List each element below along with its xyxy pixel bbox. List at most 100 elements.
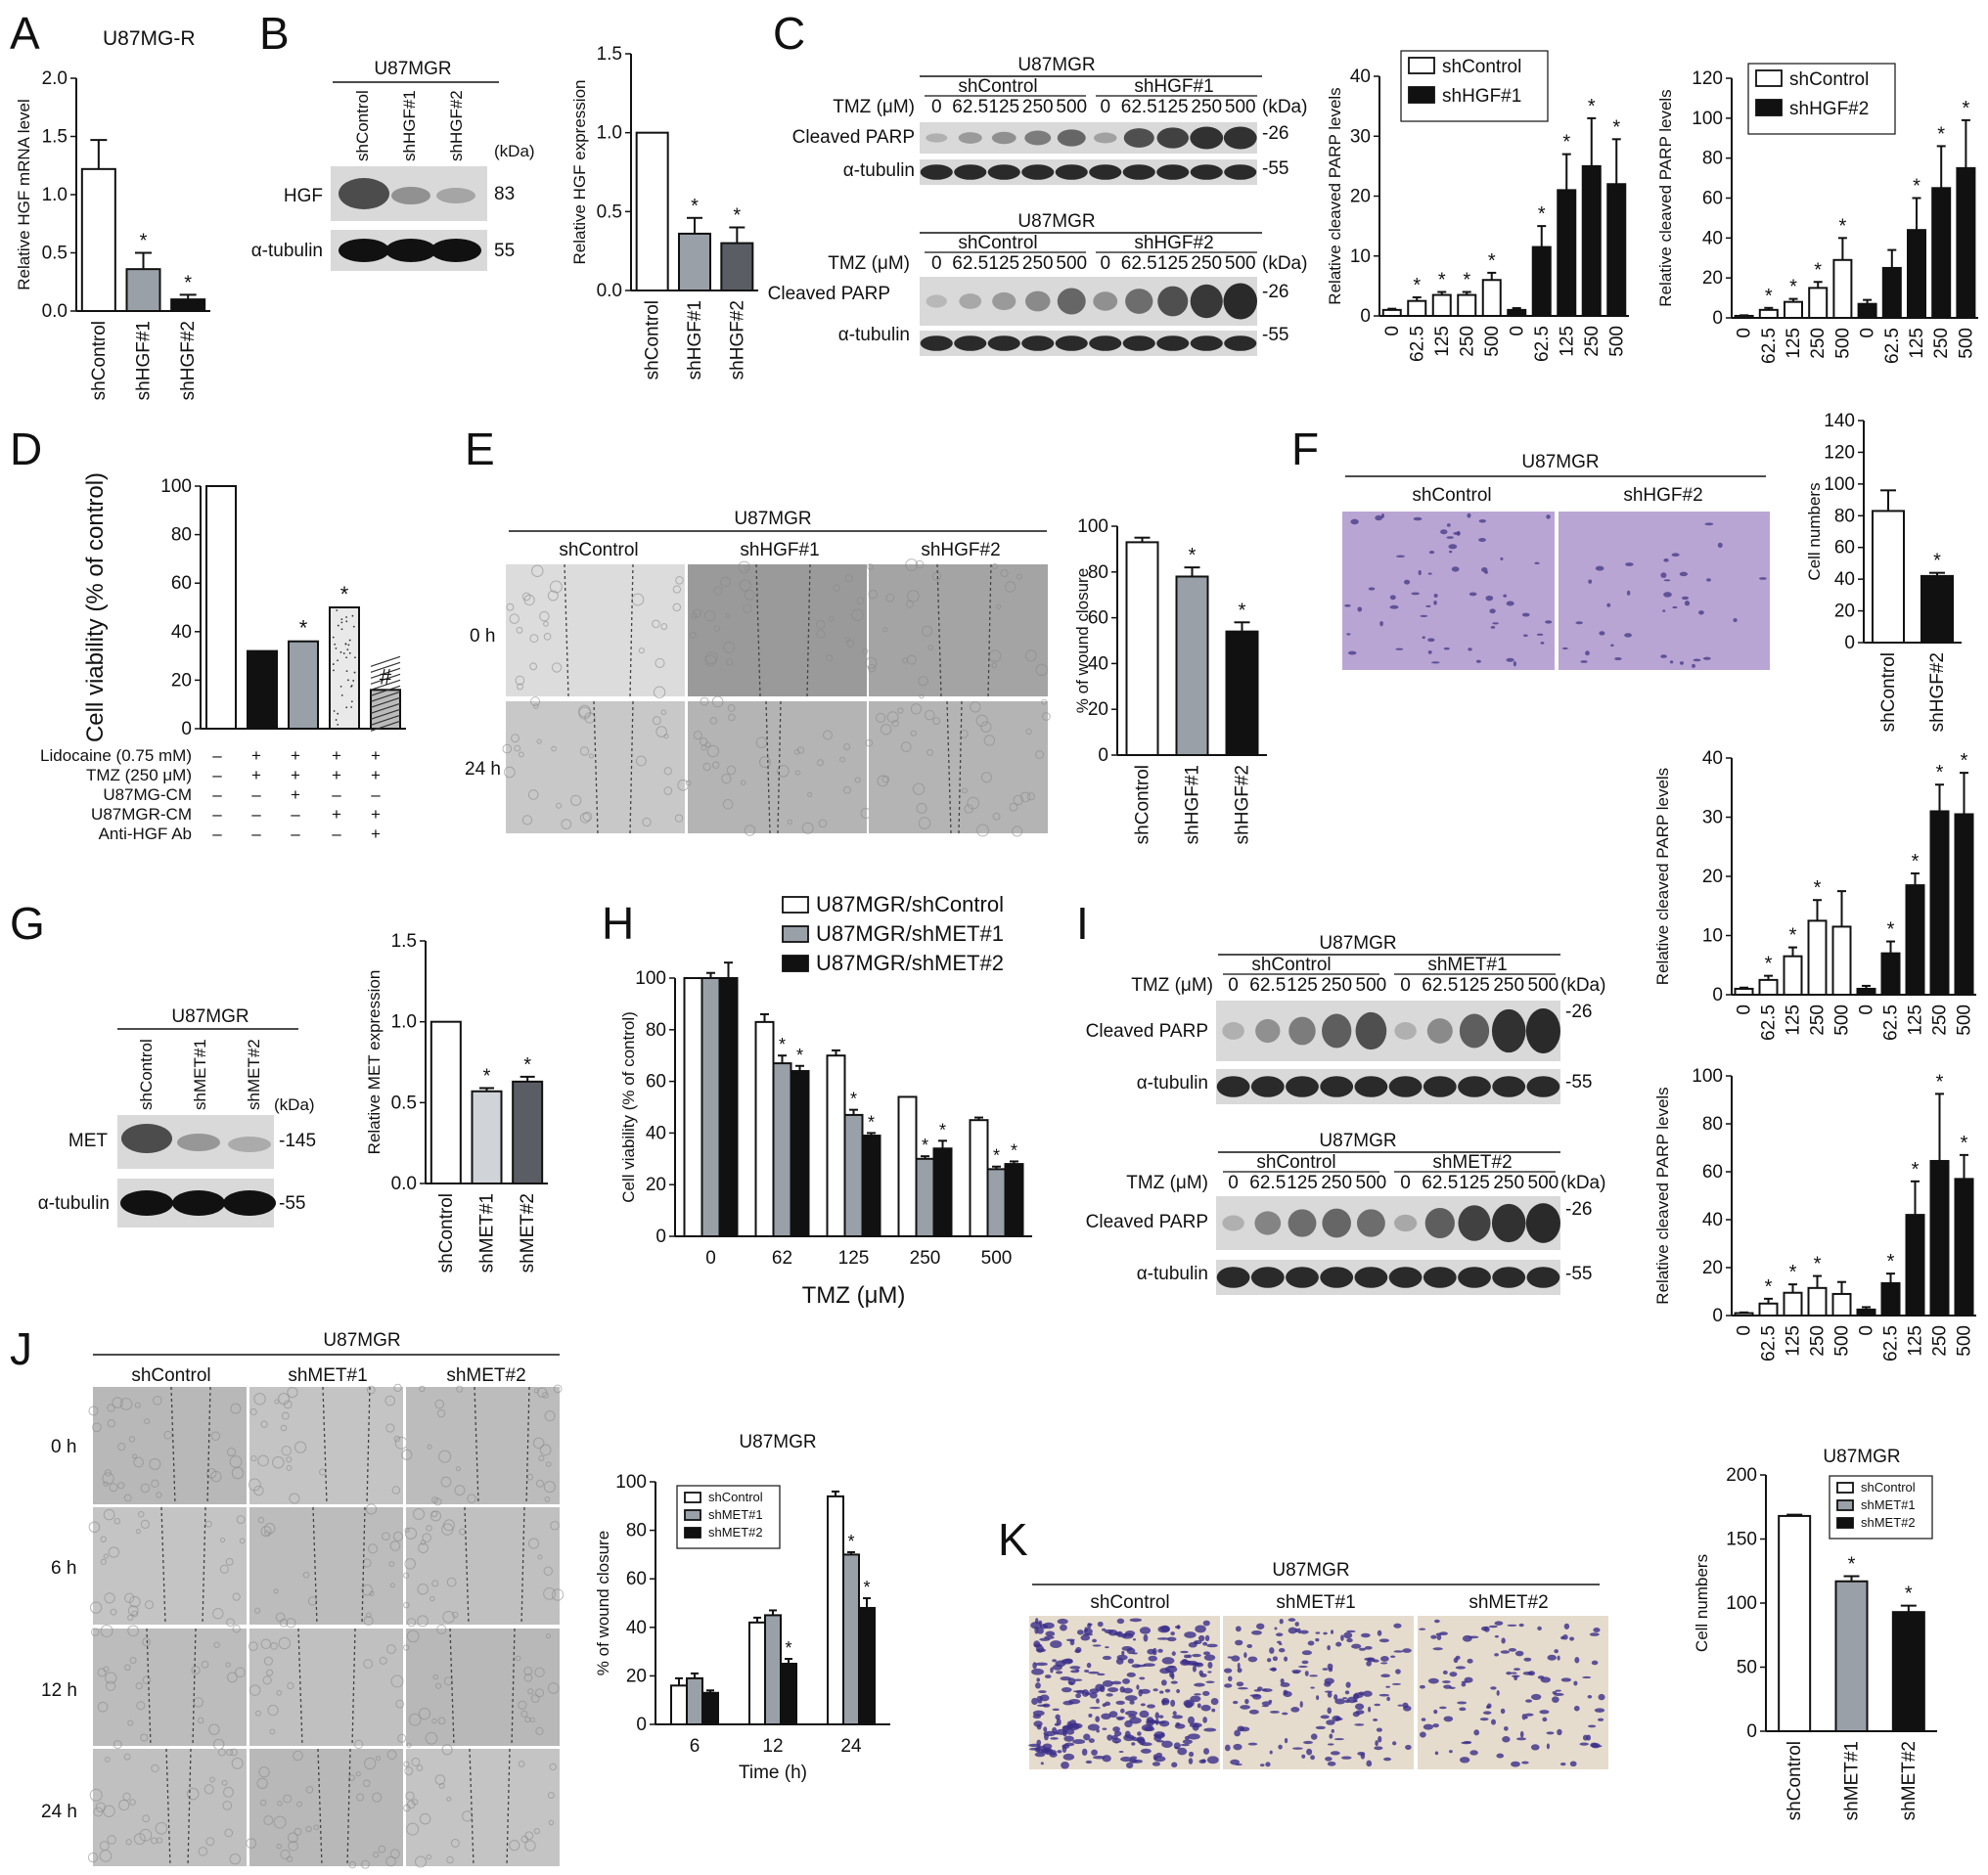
panel-j-images: U87MGR shControl shMET#1 shMET#2 0 h 6 h… [41, 1330, 565, 1869]
stained-cell [1060, 1676, 1072, 1681]
stained-cell [1380, 1662, 1388, 1665]
stained-cell [1039, 1637, 1051, 1641]
size-label: -55 [1262, 325, 1288, 345]
cell-texture [432, 1674, 439, 1680]
blot-band [958, 132, 982, 144]
cell-texture [431, 1718, 437, 1724]
x-tick-label: 62.5 [1407, 326, 1427, 362]
stained-cell [1176, 1688, 1181, 1694]
cell-texture [743, 603, 752, 614]
blot-band [954, 335, 987, 351]
stained-cell [1488, 1625, 1498, 1629]
y-tick-label: 30 [1702, 808, 1723, 828]
stained-cell [1522, 1671, 1533, 1675]
cell-texture [201, 1660, 209, 1669]
stained-cell [1379, 620, 1383, 627]
bar [1881, 266, 1902, 320]
significance-mark: * [1936, 1071, 1944, 1093]
cell-texture [260, 1638, 272, 1650]
stained-cell [1182, 1739, 1193, 1745]
stained-cell [1346, 1637, 1353, 1643]
x-tick-label: 125 [1906, 1325, 1926, 1357]
cell-texture [738, 560, 750, 574]
x-tick-label: 250 [1930, 1325, 1951, 1357]
cell-texture [843, 743, 851, 750]
y-tick-label: 20 [1702, 1258, 1723, 1278]
cell-texture [542, 1392, 549, 1399]
wound-image [688, 560, 869, 697]
blot-band [1525, 1203, 1560, 1243]
wound-edge [593, 700, 599, 834]
cell-texture [413, 1508, 426, 1521]
cell-texture [272, 1455, 285, 1469]
stained-cell [1441, 1680, 1451, 1683]
stained-cell [1136, 1736, 1146, 1744]
stained-cell [1144, 1726, 1155, 1732]
y-tick-label: 0 [655, 1227, 666, 1247]
x-tick-label: 0 [705, 1248, 716, 1269]
cell-texture [270, 1642, 278, 1650]
x-tick-label: 62 [772, 1248, 792, 1269]
cell-texture [980, 772, 992, 783]
group-label: shHGF#2 [1134, 233, 1213, 253]
stained-cell [1315, 1637, 1320, 1642]
stained-cell [1076, 1629, 1084, 1635]
panel-letter-e: E [465, 424, 495, 474]
significance-mark: * [863, 1578, 870, 1597]
stained-cell [1291, 1747, 1303, 1750]
cell-texture [988, 649, 1002, 662]
stained-cell [1560, 1677, 1572, 1682]
stained-cell [1284, 1656, 1288, 1662]
wound-image [502, 696, 689, 834]
cell-texture [217, 1748, 226, 1757]
cell-texture [1041, 698, 1048, 705]
stained-cell [1353, 1699, 1358, 1703]
wound-edge [187, 1748, 192, 1867]
wound-image-bg [93, 1629, 247, 1746]
stained-cell [1283, 1690, 1292, 1698]
wound-edge [165, 1748, 171, 1867]
x-tick-label: 62.5 [1881, 1325, 1902, 1362]
stained-cell [1453, 1657, 1459, 1664]
wound-edge [146, 1628, 152, 1747]
stained-cell [1433, 1709, 1438, 1715]
stained-cell [1610, 644, 1614, 647]
y-tick-label: 80 [626, 1521, 647, 1541]
cell-texture [366, 1612, 372, 1619]
stained-cell [1402, 1648, 1412, 1653]
stained-cell [1153, 1756, 1166, 1763]
stained-cell [1448, 550, 1453, 554]
bar [772, 1062, 792, 1237]
blot-title: U87MGR [1017, 55, 1095, 75]
bar-pattern [345, 656, 347, 659]
stained-cell [1197, 1634, 1205, 1642]
cell-texture [548, 1819, 555, 1826]
cell-texture [305, 1825, 312, 1833]
significance-mark: * [1463, 270, 1470, 291]
stained-cell [1702, 656, 1711, 660]
stained-cell [1343, 1631, 1353, 1639]
y-tick-label: 80 [646, 1020, 666, 1041]
stained-cell [1089, 1688, 1100, 1694]
stained-cell [1403, 1705, 1412, 1712]
cell-texture [543, 1480, 556, 1494]
stained-cell [1364, 1645, 1373, 1650]
cell-texture [262, 1675, 272, 1685]
wound-image-bg [249, 1387, 403, 1504]
stained-cell [1554, 1649, 1559, 1654]
wound-image [401, 1384, 563, 1506]
x-tick-label: 500 [1955, 1004, 1975, 1036]
stained-cell [1194, 1693, 1201, 1696]
stained-cell [1315, 1725, 1326, 1730]
y-tick-label: 100 [1726, 1593, 1757, 1614]
image-title: U87MGR [1272, 1560, 1349, 1581]
x-tick-label: 62.5 [1532, 326, 1553, 362]
stained-cell [1693, 658, 1701, 662]
size-label: -26 [1565, 1199, 1592, 1220]
bar [80, 167, 116, 312]
cell-texture [970, 701, 981, 713]
stained-cell [1269, 1750, 1273, 1755]
stained-cell [1160, 1679, 1167, 1686]
x-tick-label: shMET#2 [518, 1193, 538, 1272]
bar-pattern [350, 700, 353, 703]
